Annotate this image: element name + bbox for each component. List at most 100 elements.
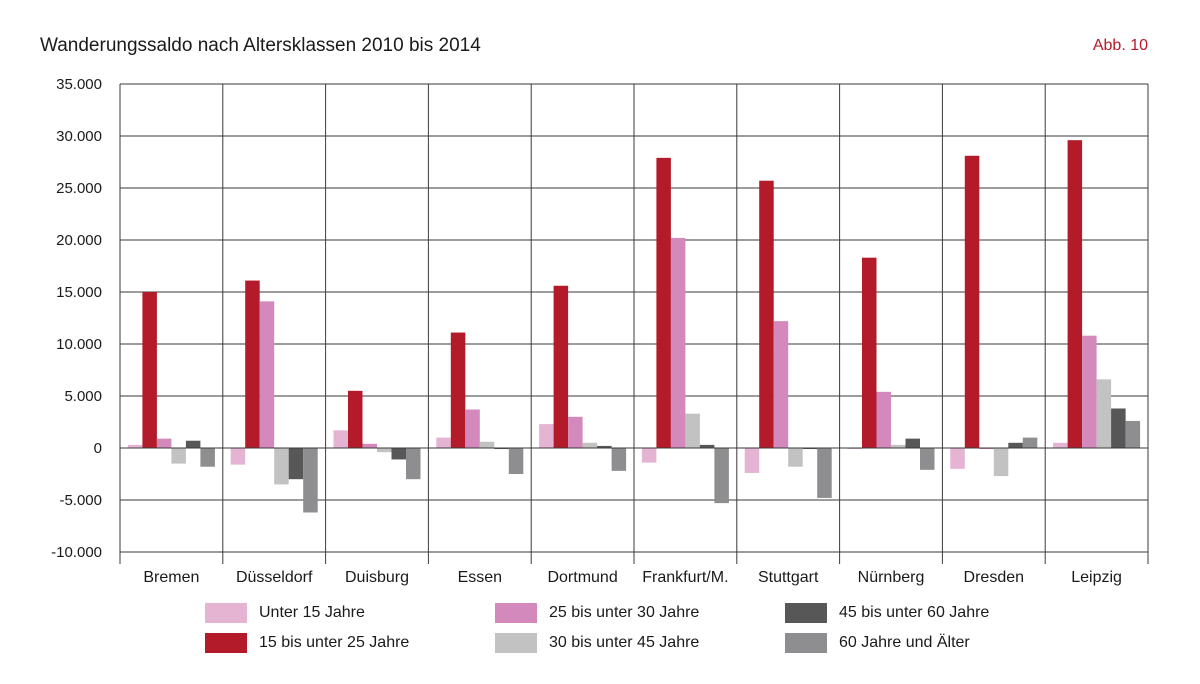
- y-tick-label: 30.000: [56, 128, 102, 145]
- bar: [450, 332, 466, 448]
- x-tick-label: Essen: [458, 569, 502, 586]
- bar: [142, 292, 157, 448]
- legend-label: Unter 15 Jahre: [259, 604, 365, 621]
- bar: [274, 448, 289, 485]
- bar: [185, 440, 201, 448]
- bar: [230, 448, 246, 465]
- bar: [539, 424, 554, 448]
- bar: [685, 413, 700, 448]
- bar: [744, 448, 760, 473]
- bar: [905, 438, 920, 448]
- bar: [802, 448, 818, 450]
- bar: [759, 180, 774, 448]
- legend-swatch: [495, 633, 537, 653]
- x-tick-label: Dresden: [964, 569, 1024, 586]
- y-tick-label: 15.000: [56, 284, 102, 301]
- bar: [436, 437, 451, 448]
- bar: [568, 416, 583, 448]
- bar: [1022, 437, 1038, 448]
- y-tick-label: 10.000: [56, 336, 102, 353]
- legend-swatch: [495, 603, 537, 623]
- bar: [611, 448, 627, 471]
- bar: [348, 390, 363, 448]
- bar: [288, 448, 304, 480]
- bar: [1096, 379, 1112, 448]
- bar: [979, 448, 994, 450]
- figure-label: Abb. 10: [1092, 37, 1148, 54]
- bar: [127, 444, 143, 448]
- bar: [1067, 140, 1083, 448]
- chart-title: Wanderungssaldo nach Altersklassen 2010 …: [40, 35, 481, 56]
- legend-item: 45 bis unter 60 Jahre: [785, 603, 989, 623]
- bar: [993, 448, 1009, 477]
- bar: [1082, 335, 1097, 448]
- legend-swatch: [785, 633, 827, 653]
- bar: [773, 321, 789, 448]
- y-tick-label: 5.000: [64, 388, 102, 405]
- bar: [862, 257, 877, 448]
- bar: [171, 448, 186, 464]
- bar: [876, 391, 891, 448]
- legend-swatch: [205, 633, 247, 653]
- bar: [656, 157, 671, 448]
- x-tick-label: Bremen: [143, 569, 199, 586]
- legend-label: 30 bis unter 45 Jahre: [549, 634, 700, 651]
- legend-item: 25 bis unter 30 Jahre: [495, 603, 699, 623]
- y-tick-label: 20.000: [56, 232, 102, 249]
- bar: [670, 237, 686, 448]
- bar: [582, 442, 598, 448]
- y-tick-label: -5.000: [59, 492, 102, 509]
- bar: [465, 409, 480, 448]
- bar-chart: 35.000 30.000 25.000 20.000 15.000 10.000 5.00…: [51, 76, 1149, 586]
- x-tick-label: Düsseldorf: [236, 569, 313, 586]
- bar: [391, 448, 406, 460]
- x-tick-label: Nürnberg: [858, 569, 925, 586]
- legend-swatch: [205, 603, 247, 623]
- x-tick-label: Dortmund: [547, 569, 617, 586]
- bar: [699, 444, 715, 448]
- bar: [964, 155, 980, 448]
- bar: [1008, 442, 1023, 448]
- bar: [406, 448, 421, 480]
- bar: [817, 448, 832, 498]
- bar: [1111, 408, 1126, 448]
- x-tick-label: Frankfurt/M.: [642, 569, 728, 586]
- legend-item: Unter 15 Jahre: [205, 603, 365, 623]
- bar: [714, 448, 729, 504]
- bar: [553, 285, 569, 448]
- bar: [362, 443, 377, 448]
- y-tick-label: 25.000: [56, 180, 102, 197]
- bar: [377, 448, 392, 453]
- bar: [508, 448, 524, 474]
- bar: [156, 438, 172, 448]
- bar: [479, 441, 495, 448]
- legend-item: 15 bis unter 25 Jahre: [205, 633, 409, 653]
- legend-item: 30 bis unter 45 Jahre: [495, 633, 699, 653]
- y-tick-label: 35.000: [56, 76, 102, 93]
- legend-swatch: [785, 603, 827, 623]
- legend: Unter 15 Jahre 15 bis unter 25 Jahre 25 …: [205, 603, 1065, 663]
- bar: [1125, 420, 1141, 448]
- bar: [788, 448, 803, 467]
- bar: [1053, 442, 1068, 448]
- bar: [597, 445, 612, 448]
- bar: [641, 448, 657, 463]
- y-tick-label: 0: [94, 440, 102, 457]
- bar: [245, 280, 260, 448]
- y-tick-label: -10.000: [51, 544, 102, 561]
- legend-label: 25 bis unter 30 Jahre: [549, 604, 700, 621]
- bar: [200, 448, 215, 467]
- legend-label: 60 Jahre und Älter: [839, 634, 970, 651]
- bar: [259, 301, 275, 448]
- bar: [891, 444, 906, 448]
- x-tick-label: Duisburg: [345, 569, 409, 586]
- legend-label: 15 bis unter 25 Jahre: [259, 634, 410, 651]
- bar: [494, 448, 509, 450]
- bar: [333, 430, 348, 448]
- bar: [950, 448, 965, 469]
- x-tick-label: Leipzig: [1071, 569, 1122, 586]
- bar: [847, 448, 862, 450]
- legend-item: 60 Jahre und Älter: [785, 633, 970, 653]
- bar: [920, 448, 935, 470]
- bar: [303, 448, 318, 513]
